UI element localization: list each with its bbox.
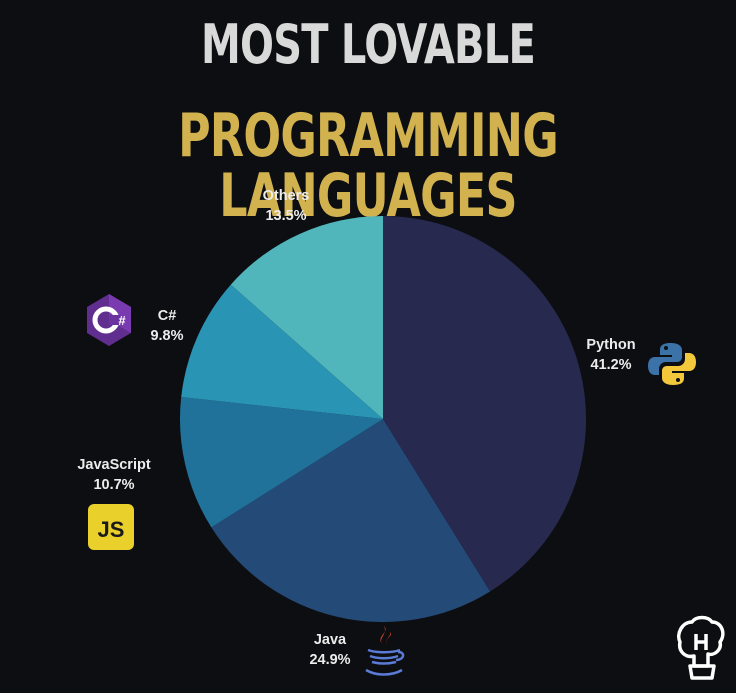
- label-others-value: 13.5%: [265, 208, 307, 224]
- label-javascript-value: 10.7%: [93, 477, 135, 493]
- label-others: Others 13.5%: [231, 186, 341, 226]
- pie-slice-c-: [181, 284, 383, 419]
- label-python-name: Python: [586, 337, 636, 353]
- label-csharp: C# 9.8%: [112, 306, 222, 346]
- pie-slice-javascript: [180, 397, 383, 528]
- label-python: Python 41.2%: [556, 335, 666, 375]
- svg-text:#: #: [118, 313, 126, 328]
- label-csharp-name: C#: [157, 308, 177, 324]
- label-java-name: Java: [313, 632, 347, 648]
- python-logo-icon: [648, 343, 696, 385]
- java-logo-icon: [365, 626, 405, 676]
- title-line-2: PROGRAMMING LANGUAGES: [178, 101, 559, 231]
- label-others-name: Others: [262, 188, 310, 204]
- svg-text:JS: JS: [98, 517, 125, 542]
- label-python-value: 41.2%: [590, 357, 632, 373]
- pie-slice-python: [383, 216, 587, 592]
- label-csharp-value: 9.8%: [150, 328, 184, 344]
- title-line-1: MOST LOVABLE: [200, 13, 536, 76]
- label-javascript: JavaScript 10.7%: [59, 455, 169, 495]
- label-javascript-name: JavaScript: [77, 457, 151, 473]
- brain-head-logo-icon: [677, 615, 725, 680]
- label-java-value: 24.9%: [309, 652, 351, 668]
- csharp-logo-icon: #: [87, 294, 131, 346]
- javascript-logo-icon: JS: [88, 504, 134, 550]
- label-java: Java 24.9%: [275, 630, 385, 670]
- pie-slice-others: [230, 216, 383, 419]
- pie-slice-java: [211, 419, 491, 623]
